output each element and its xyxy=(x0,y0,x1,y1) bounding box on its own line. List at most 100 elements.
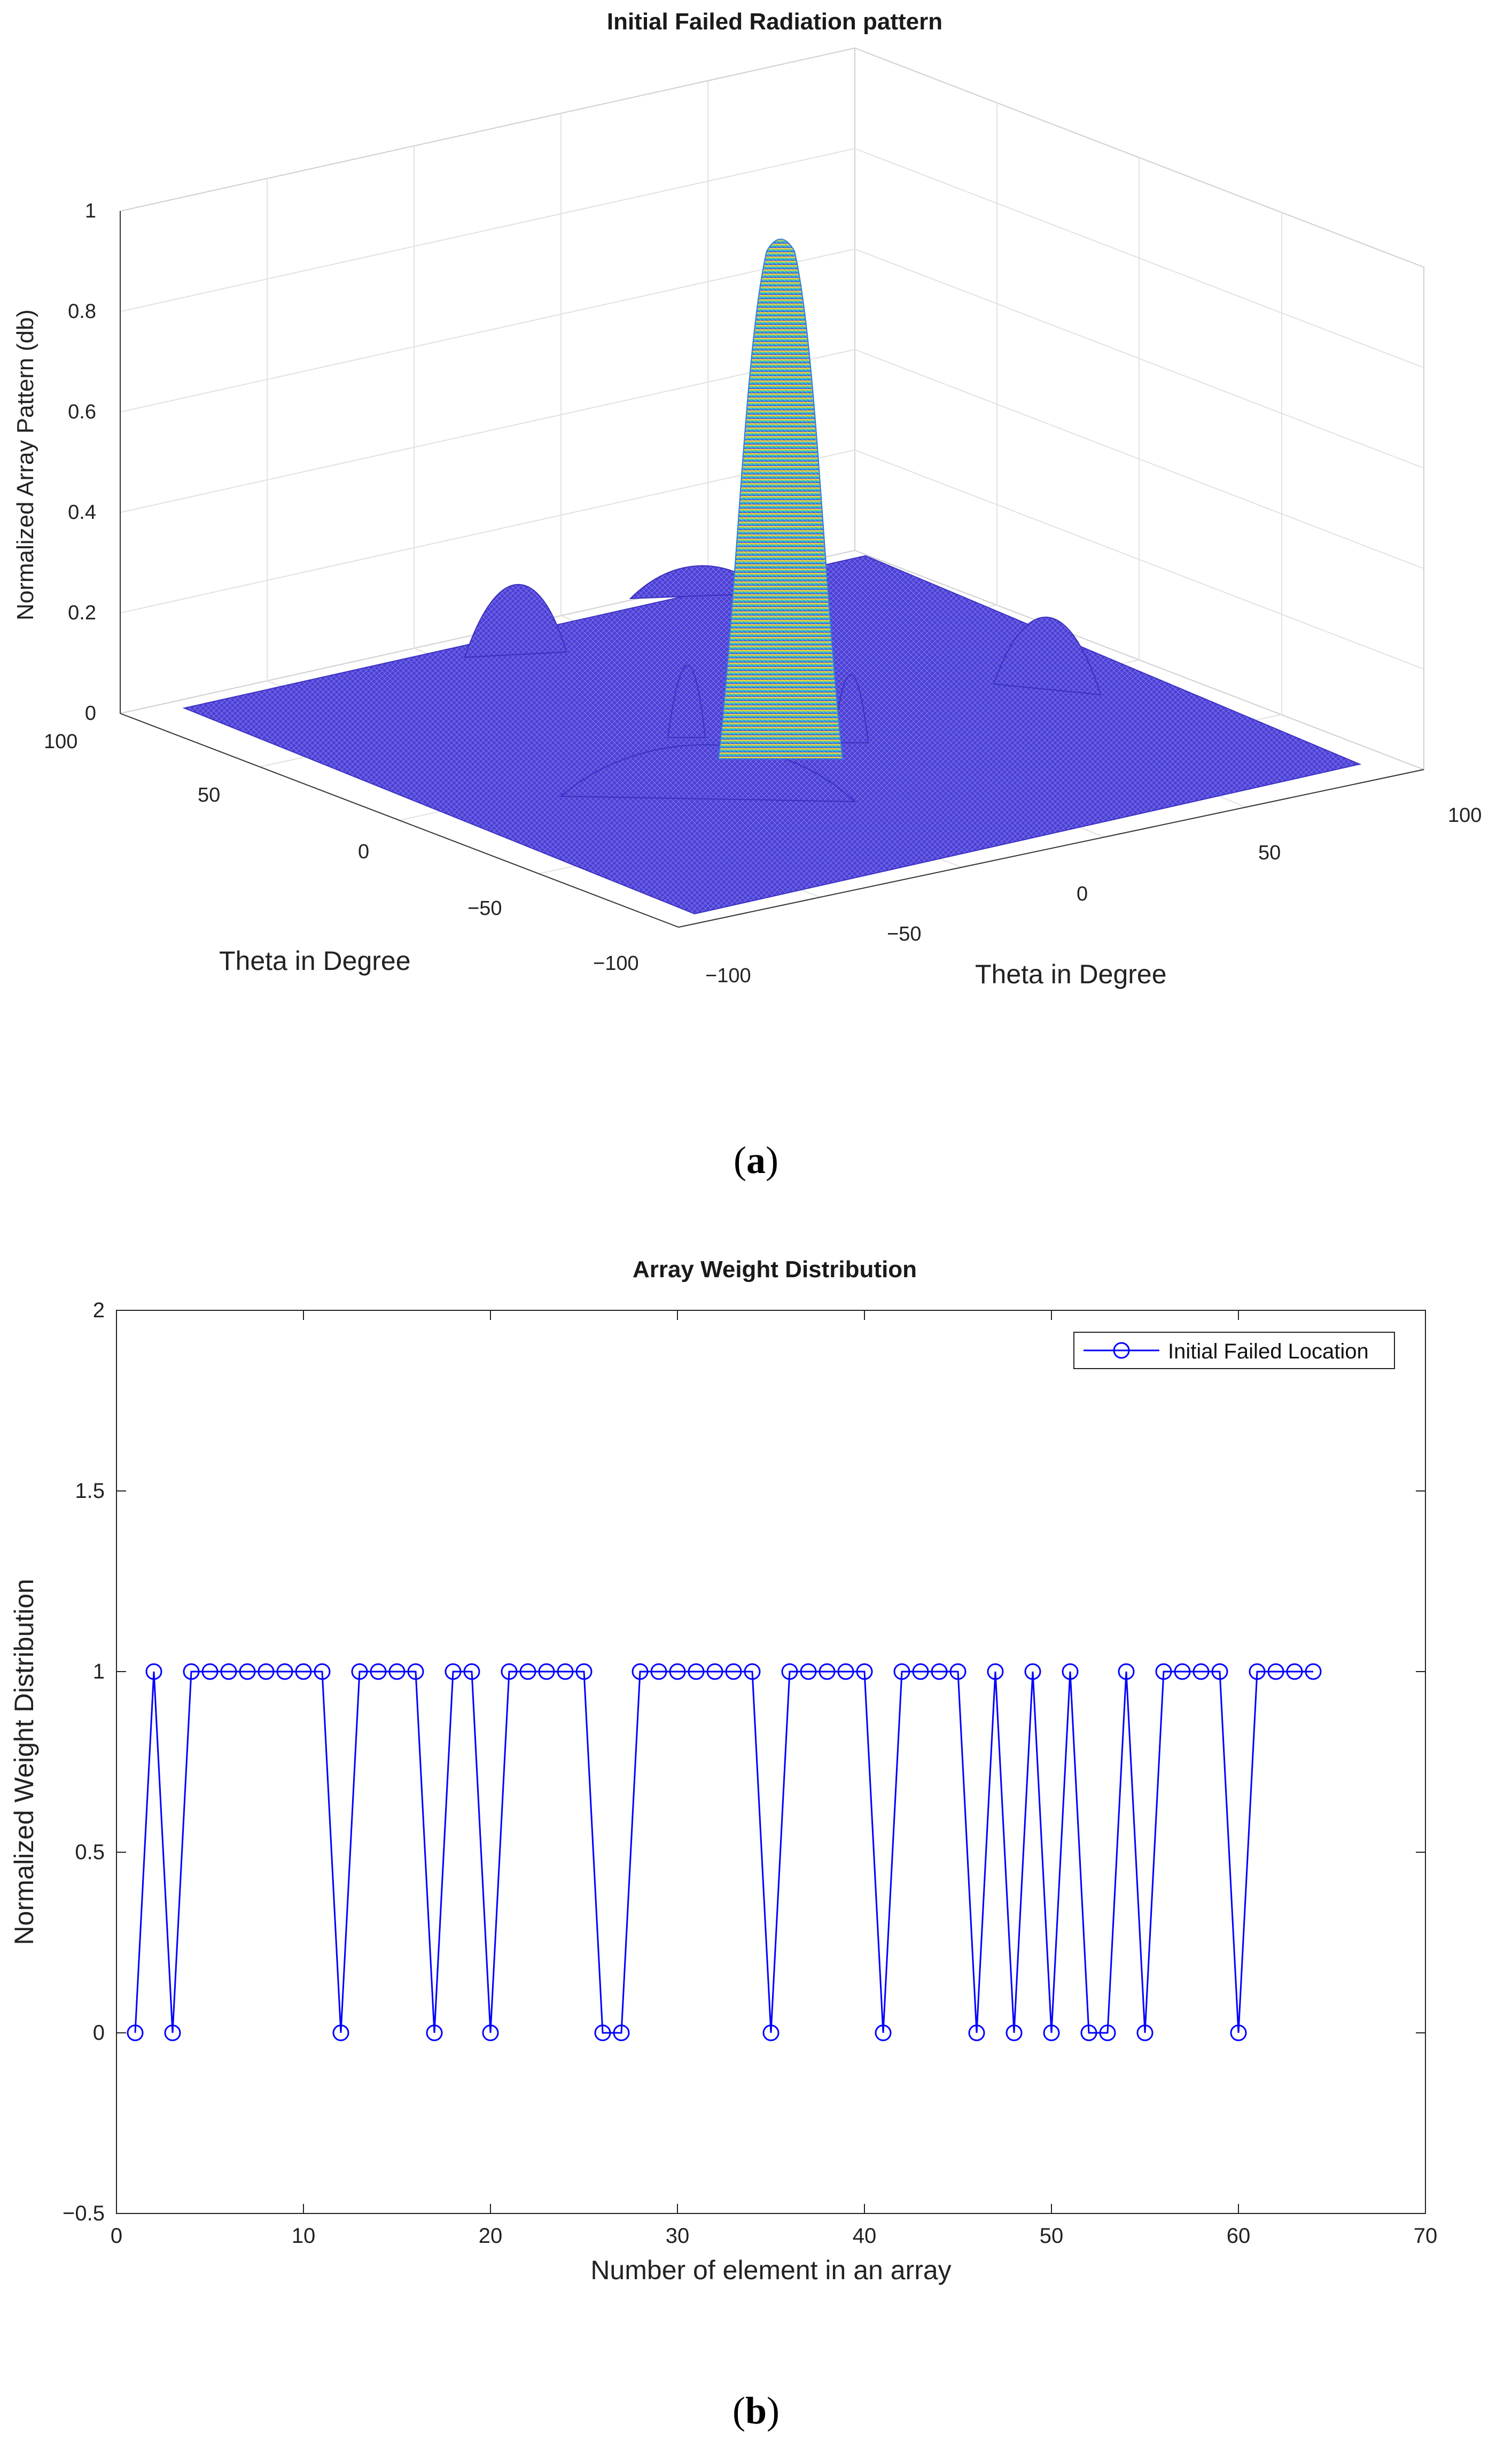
x-tick-label: 100 xyxy=(44,731,77,753)
data-point xyxy=(1062,1663,1079,1680)
data-point xyxy=(463,1663,480,1680)
y-tick-label: 1.5 xyxy=(75,1479,105,1503)
data-point xyxy=(987,1663,1004,1680)
data-point xyxy=(258,1663,275,1680)
data-point xyxy=(1193,1663,1210,1680)
data-point xyxy=(183,1663,200,1680)
data-point xyxy=(314,1663,331,1680)
data-point xyxy=(949,1663,967,1680)
y-axis-label: Normalized Weight Distribution xyxy=(9,1579,39,1945)
x-tick-label: 20 xyxy=(479,2224,503,2248)
x-tick-label: 10 xyxy=(292,2224,316,2248)
data-point xyxy=(501,1663,518,1680)
data-point xyxy=(482,2024,499,2041)
data-point xyxy=(931,1663,948,1680)
data-point xyxy=(407,1663,424,1680)
panel-label-b: (b) xyxy=(732,2389,780,2432)
data-point xyxy=(650,1663,667,1680)
minor-lobe xyxy=(667,665,706,738)
x-tick-label: 70 xyxy=(1414,2224,1438,2248)
data-point xyxy=(1099,2024,1116,2041)
data-point xyxy=(669,1663,686,1680)
series-initial-failed-location xyxy=(127,1663,1322,2041)
y-tick-label: 0.5 xyxy=(75,1840,105,1864)
data-point xyxy=(688,1663,705,1680)
data-point xyxy=(351,1663,368,1680)
data-point xyxy=(575,1663,593,1680)
y-tick-label: 100 xyxy=(1448,804,1482,827)
chart-title: Array Weight Distribution xyxy=(633,1256,917,1283)
data-point xyxy=(276,1663,293,1680)
series-line xyxy=(134,1671,1313,2034)
data-point xyxy=(388,1663,406,1680)
z-tick-label: 0.6 xyxy=(68,401,96,423)
surface xyxy=(182,238,1362,915)
z-tick-label: 1 xyxy=(85,200,96,222)
y-tick-label: 50 xyxy=(1258,842,1281,864)
side-lobe-ridge xyxy=(993,617,1102,696)
data-point xyxy=(445,1663,462,1680)
line-chart: Array Weight Distribution 0 10 20 30 40 50 60 7… xyxy=(9,1256,1437,2285)
data-point xyxy=(632,1663,649,1680)
data-point xyxy=(538,1663,555,1680)
z-axis-label: Normalized Array Pattern (db) xyxy=(12,309,38,620)
data-point xyxy=(295,1663,312,1680)
data-point xyxy=(1305,1663,1322,1680)
data-point xyxy=(725,1663,742,1680)
data-point xyxy=(127,2024,144,2041)
legend: Initial Failed Location xyxy=(1073,1332,1395,1369)
data-point xyxy=(706,1663,723,1680)
x-tick-label: −50 xyxy=(467,897,502,920)
surface-chart: Initial Failed Radiation pattern 0 0.2 xyxy=(12,9,1482,989)
x-axis-label: Theta in Degree xyxy=(219,946,411,976)
data-point xyxy=(762,2024,780,2041)
data-point xyxy=(220,1663,237,1680)
x-tick-label: 60 xyxy=(1227,2224,1251,2248)
z-axis: 0 0.2 0.4 0.6 0.8 1 xyxy=(68,200,121,725)
data-point xyxy=(145,1663,162,1680)
data-point xyxy=(893,1663,910,1680)
data-point xyxy=(1024,1663,1041,1680)
y-axis-label: Theta in Degree xyxy=(975,959,1167,989)
side-lobe-ridge xyxy=(464,584,567,658)
x-axis-label: Number of element in an array xyxy=(590,2255,951,2285)
x-tick-label: 50 xyxy=(198,784,220,806)
data-point xyxy=(875,2024,892,2041)
y-tick-label: −0.5 xyxy=(63,2202,105,2225)
x-axis: 0 10 20 30 40 50 60 70 xyxy=(111,1310,1437,2248)
data-point xyxy=(781,1663,798,1680)
z-tick-label: 0.4 xyxy=(68,501,96,524)
data-point xyxy=(370,1663,387,1680)
data-point xyxy=(1080,2024,1097,2041)
data-point xyxy=(239,1663,256,1680)
data-point xyxy=(912,1663,929,1680)
legend-label: Initial Failed Location xyxy=(1168,1340,1369,1363)
data-point xyxy=(1286,1663,1303,1680)
data-point xyxy=(519,1663,536,1680)
z-tick-label: 0.8 xyxy=(68,300,96,323)
data-point xyxy=(968,2024,985,2041)
data-point xyxy=(557,1663,574,1680)
data-point xyxy=(201,1663,219,1680)
y-axis: −100 −50 0 50 100 Theta in Degree xyxy=(678,769,1482,989)
x-tick-label: 0 xyxy=(111,2224,122,2248)
y-tick-label: 0 xyxy=(1077,883,1088,905)
x-tick-label: −100 xyxy=(593,952,639,975)
y-tick-label: 1 xyxy=(93,1660,105,1683)
data-point xyxy=(1249,1663,1266,1680)
data-point xyxy=(332,2024,349,2041)
panel-label-a: (a) xyxy=(734,1139,778,1182)
y-tick-label: 0 xyxy=(93,2021,105,2045)
x-tick-label: 30 xyxy=(666,2224,690,2248)
z-tick-label: 0 xyxy=(85,702,96,725)
x-tick-label: 40 xyxy=(853,2224,877,2248)
legend-marker xyxy=(1113,1342,1130,1359)
y-tick-label: 2 xyxy=(93,1299,105,1322)
y-axis: −0.5 0 0.5 1 1.5 2 xyxy=(63,1299,1425,2225)
data-point xyxy=(819,1663,836,1680)
x-tick-label: 0 xyxy=(358,841,369,863)
z-tick-label: 0.2 xyxy=(68,602,96,624)
x-axis: 100 50 0 −50 −100 Theta in Degree xyxy=(44,713,679,976)
chart-title: Initial Failed Radiation pattern xyxy=(607,9,942,35)
data-point xyxy=(1118,1663,1135,1680)
